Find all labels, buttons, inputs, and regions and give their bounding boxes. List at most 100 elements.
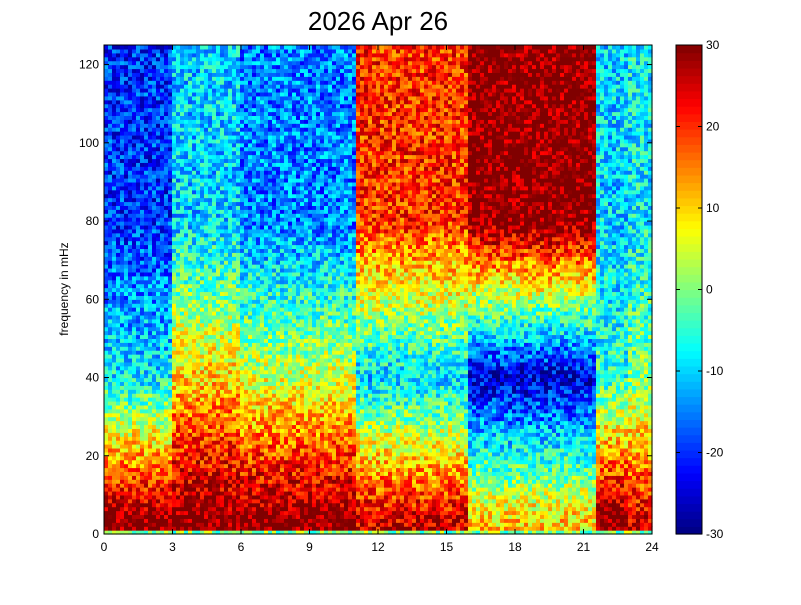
heatmap-cell [228, 506, 233, 512]
heatmap-cell [180, 91, 185, 97]
heatmap-cell [116, 119, 121, 124]
heatmap-cell [252, 393, 257, 398]
heatmap-cell [232, 84, 237, 89]
heatmap-cell [224, 166, 229, 171]
heatmap-cell [228, 224, 233, 230]
heatmap-cell [220, 522, 225, 527]
heatmap-cell [128, 264, 133, 269]
heatmap-cell [252, 389, 257, 394]
heatmap-cell [176, 146, 181, 152]
heatmap-cell [184, 178, 189, 183]
heatmap-cell [148, 463, 153, 469]
heatmap-cell [164, 350, 169, 355]
heatmap-cell [176, 440, 181, 445]
heatmap-cell [244, 197, 249, 203]
heatmap-cell [216, 354, 221, 359]
heatmap-cell [112, 381, 117, 386]
heatmap-cell [248, 244, 253, 250]
heatmap-cell [124, 217, 129, 222]
heatmap-cell [132, 99, 137, 105]
heatmap-cell [244, 134, 249, 140]
heatmap-cell [172, 119, 177, 124]
heatmap-cell [108, 518, 113, 523]
heatmap-cell [112, 338, 117, 343]
heatmap-cell [196, 357, 201, 363]
heatmap-cell [108, 240, 113, 246]
heatmap-cell [164, 494, 169, 500]
heatmap-cell [212, 444, 217, 449]
heatmap-cell [128, 475, 133, 480]
heatmap-cell [212, 373, 217, 379]
heatmap-cell [168, 350, 173, 355]
heatmap-cell [168, 334, 173, 339]
heatmap-cell [260, 467, 265, 473]
heatmap-cell [164, 369, 169, 375]
heatmap-cell [140, 154, 145, 160]
heatmap-cell [260, 311, 265, 316]
heatmap-cell [128, 170, 133, 175]
heatmap-cell [228, 330, 233, 336]
heatmap-cell [240, 150, 245, 156]
heatmap-cell [168, 475, 173, 480]
heatmap-cell [200, 154, 205, 160]
heatmap-cell [192, 471, 197, 476]
heatmap-cell [228, 444, 233, 449]
heatmap-cell [244, 209, 249, 214]
heatmap-cell [204, 490, 209, 496]
heatmap-cell [216, 115, 221, 120]
heatmap-cell [188, 314, 193, 320]
heatmap-cell [120, 299, 125, 304]
heatmap-cell [252, 236, 257, 242]
heatmap-cell [152, 420, 157, 426]
heatmap-cell [244, 479, 249, 484]
heatmap-cell [208, 119, 213, 124]
heatmap-cell [260, 256, 265, 261]
heatmap-cell [104, 64, 109, 70]
heatmap-cell [248, 393, 253, 398]
heatmap-cell [168, 224, 173, 230]
heatmap-cell [184, 60, 189, 66]
heatmap-cell [136, 201, 141, 206]
heatmap-cell [144, 424, 149, 429]
heatmap-cell [116, 369, 121, 375]
heatmap-cell [216, 318, 221, 324]
heatmap-cell [124, 201, 129, 206]
heatmap-cell [200, 381, 205, 386]
heatmap-cell [184, 455, 189, 461]
heatmap-cell [168, 365, 173, 371]
heatmap-cell [172, 318, 177, 324]
heatmap-cell [120, 99, 125, 105]
heatmap-cell [136, 373, 141, 379]
heatmap-cell [184, 119, 189, 124]
heatmap-cell [208, 447, 213, 453]
heatmap-cell [136, 408, 141, 414]
heatmap-cell [152, 271, 157, 277]
heatmap-cell [184, 150, 189, 156]
heatmap-cell [260, 154, 265, 160]
heatmap-cell [132, 451, 137, 457]
heatmap-cell [180, 64, 185, 70]
heatmap-cell [156, 307, 161, 312]
heatmap-cell [248, 451, 253, 457]
heatmap-cell [184, 420, 189, 426]
heatmap-cell [124, 432, 129, 437]
heatmap-cell [152, 436, 157, 441]
heatmap-cell [128, 334, 133, 339]
heatmap-cell [260, 424, 265, 429]
heatmap-cell [200, 342, 205, 347]
heatmap-cell [228, 260, 233, 265]
heatmap-cell [216, 95, 221, 101]
heatmap-cell [208, 170, 213, 175]
heatmap-cell [224, 416, 229, 422]
heatmap-cell [120, 162, 125, 167]
heatmap-cell [168, 502, 173, 508]
heatmap-cell [108, 404, 113, 410]
heatmap-cell [212, 236, 217, 242]
heatmap-cell [184, 295, 189, 300]
heatmap-cell [212, 150, 217, 156]
heatmap-cell [172, 385, 177, 390]
heatmap-cell [144, 299, 149, 304]
heatmap-cell [172, 455, 177, 461]
heatmap-cell [220, 240, 225, 246]
heatmap-cell [232, 494, 237, 500]
